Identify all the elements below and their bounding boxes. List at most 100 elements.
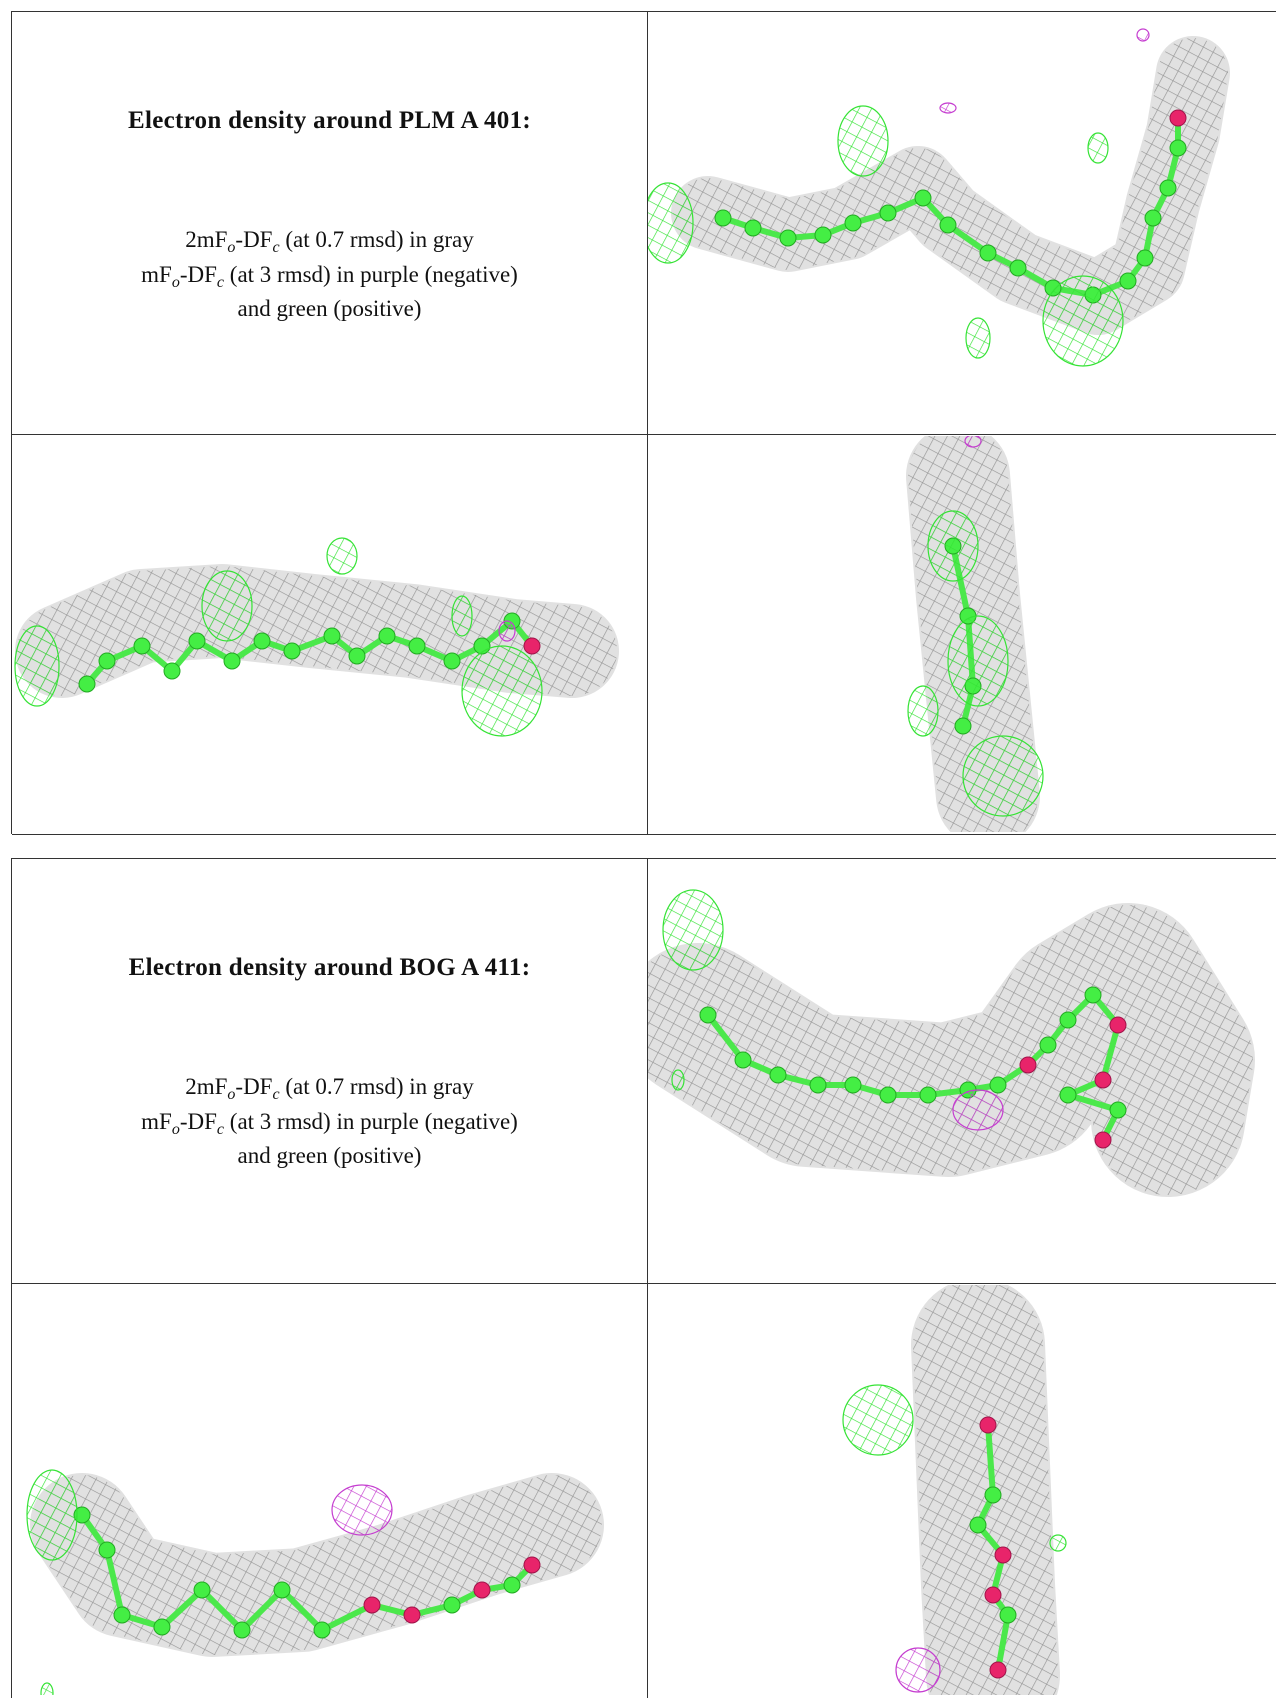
atom	[1060, 1012, 1076, 1028]
atom	[780, 230, 796, 246]
atom	[1145, 210, 1161, 226]
positive-density	[462, 646, 542, 736]
legend-text: (at 0.7 rmsd) in gray	[280, 1074, 474, 1099]
positive-density	[663, 890, 723, 970]
atom	[985, 1587, 1001, 1603]
legend-text: (at 0.7 rmsd) in gray	[280, 227, 474, 252]
caption-cell: Electron density around PLM A 401: 2mFo-…	[12, 11, 647, 327]
positive-density	[928, 511, 978, 581]
atom	[404, 1607, 420, 1623]
atom	[524, 638, 540, 654]
legend-line: 2mFo-DFc (at 0.7 rmsd) in gray	[12, 1070, 647, 1105]
positive-density	[948, 616, 1008, 706]
legend-text: -DF	[235, 1074, 272, 1099]
atom	[915, 190, 931, 206]
rule	[12, 434, 1276, 435]
page: Electron density around PLM A 401: 2mFo-…	[0, 0, 1276, 1688]
atom	[1120, 273, 1136, 289]
legend-line: 2mFo-DFc (at 0.7 rmsd) in gray	[12, 223, 647, 258]
negative-density	[953, 1090, 1003, 1130]
atom	[99, 1542, 115, 1558]
atom	[349, 648, 365, 664]
density-image	[648, 436, 1276, 832]
atom	[995, 1547, 1011, 1563]
positive-density	[27, 1470, 77, 1560]
legend-text: -DF	[235, 227, 272, 252]
atom	[955, 718, 971, 734]
rule	[12, 1283, 1276, 1284]
legend-line: and green (positive)	[12, 1139, 647, 1174]
negative-density	[332, 1485, 392, 1535]
atom	[990, 1077, 1006, 1093]
positive-density	[648, 183, 693, 263]
density-image	[648, 13, 1276, 433]
atom	[474, 1582, 490, 1598]
atom	[189, 633, 205, 649]
legend-line: mFo-DFc (at 3 rmsd) in purple (negative)	[12, 258, 647, 293]
mesh-outline	[698, 980, 1178, 1120]
atom	[810, 1077, 826, 1093]
legend-text: (at 3 rmsd) in purple (negative)	[224, 262, 518, 287]
panel-title: Electron density around BOG A 411:	[12, 954, 647, 982]
legend-line: mFo-DFc (at 3 rmsd) in purple (negative)	[12, 1105, 647, 1140]
atom	[1110, 1017, 1126, 1033]
atom	[745, 220, 761, 236]
atom	[940, 217, 956, 233]
atom	[1160, 180, 1176, 196]
negative-density	[896, 1648, 940, 1692]
legend-text: c	[272, 239, 279, 256]
legend-text: c	[272, 1086, 279, 1103]
atom	[194, 1582, 210, 1598]
positive-density	[672, 1070, 684, 1090]
atom	[114, 1607, 130, 1623]
atom	[880, 205, 896, 221]
positive-density	[41, 1683, 53, 1695]
atom	[815, 227, 831, 243]
rule	[12, 834, 1276, 835]
atom	[79, 676, 95, 692]
legend-text: and green (positive)	[238, 296, 422, 321]
atom	[444, 653, 460, 669]
atom	[920, 1087, 936, 1103]
panel-title: Electron density around PLM A 401:	[12, 107, 647, 135]
density-image	[12, 436, 646, 832]
negative-density	[499, 621, 515, 641]
legend-text: -DF	[180, 262, 217, 287]
atom	[990, 1662, 1006, 1678]
positive-density	[327, 538, 357, 574]
positive-density	[202, 571, 252, 641]
atom	[1020, 1057, 1036, 1073]
atom	[1170, 140, 1186, 156]
atom	[379, 628, 395, 644]
atom	[770, 1067, 786, 1083]
atom	[985, 1487, 1001, 1503]
legend-text: 2mF	[185, 1074, 227, 1099]
atom	[700, 1007, 716, 1023]
atom	[274, 1582, 290, 1598]
atom	[324, 628, 340, 644]
legend-text: -DF	[180, 1109, 217, 1134]
atom	[134, 638, 150, 654]
negative-density	[1137, 29, 1149, 41]
atom	[314, 1622, 330, 1638]
atom	[99, 653, 115, 669]
atom	[1137, 250, 1153, 266]
atom	[1060, 1087, 1076, 1103]
atom	[1170, 110, 1186, 126]
atom	[1095, 1072, 1111, 1088]
legend-text: c	[217, 1121, 224, 1138]
atom	[715, 210, 731, 226]
atom	[504, 1577, 520, 1593]
atom	[735, 1052, 751, 1068]
figure-table: Electron density around PLM A 401: 2mFo-…	[11, 11, 1276, 834]
positive-density	[966, 318, 990, 358]
atom	[1095, 1132, 1111, 1148]
atom	[164, 663, 180, 679]
legend: 2mFo-DFc (at 0.7 rmsd) in graymFo-DFc (a…	[12, 223, 647, 327]
positive-density	[1050, 1535, 1066, 1551]
legend-text: and green (positive)	[238, 1143, 422, 1168]
legend-line: and green (positive)	[12, 292, 647, 327]
positive-density	[963, 736, 1043, 816]
figure-table: Electron density around BOG A 411: 2mFo-…	[11, 858, 1276, 1698]
